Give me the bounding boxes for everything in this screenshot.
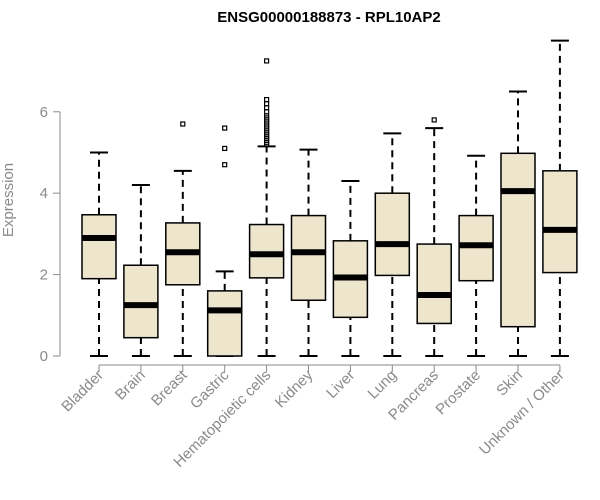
outlier-point [264, 109, 270, 115]
outlier-point [264, 58, 270, 64]
outlier-point [264, 101, 270, 107]
box-iqr [206, 290, 243, 357]
x-tick-label: Bladder [58, 367, 107, 416]
x-tick-label: Kidney [272, 366, 317, 411]
box-group [206, 125, 243, 357]
box-iqr [248, 223, 285, 279]
y-axis-label: Expression [0, 163, 17, 237]
box-group [123, 184, 159, 357]
y-tick-label: 4 [40, 185, 48, 202]
y-axis: 0 2 4 6 [40, 104, 61, 365]
outlier-point [180, 121, 186, 127]
box-group [458, 154, 494, 357]
box-iqr [123, 264, 159, 339]
box-group [542, 39, 578, 357]
box-iqr [500, 152, 536, 328]
box-group [165, 121, 201, 357]
plot-area [81, 39, 578, 357]
outlier-point [222, 162, 228, 168]
box-group [500, 90, 536, 357]
y-tick-label: 6 [40, 104, 48, 121]
box-iqr [81, 214, 117, 280]
x-tick-label: Breast [148, 366, 191, 409]
box-group [81, 151, 117, 357]
chart-title: ENSG00000188873 - RPL10AP2 [217, 9, 440, 26]
box-group [332, 179, 369, 357]
x-tick-label: Lung [365, 367, 401, 403]
box-iqr [374, 192, 411, 277]
x-tick-label: Liver [323, 367, 358, 402]
outlier-point [431, 117, 437, 123]
y-tick-label: 2 [40, 267, 48, 284]
box-iqr [290, 214, 327, 301]
x-tick-label: Prostate [432, 367, 484, 419]
outlier-point [222, 125, 228, 131]
box-group [248, 58, 285, 357]
x-tick-label: Skin [493, 367, 526, 400]
y-tick-label: 0 [40, 348, 48, 365]
box-group [416, 117, 452, 357]
box-group [290, 148, 327, 357]
box-group [374, 132, 411, 357]
box-iqr [416, 243, 452, 325]
outlier-point [264, 96, 270, 103]
outlier-point [222, 145, 228, 152]
x-tick-label: Brain [112, 367, 149, 404]
outlier-point [264, 105, 270, 111]
box-iqr [542, 170, 578, 274]
